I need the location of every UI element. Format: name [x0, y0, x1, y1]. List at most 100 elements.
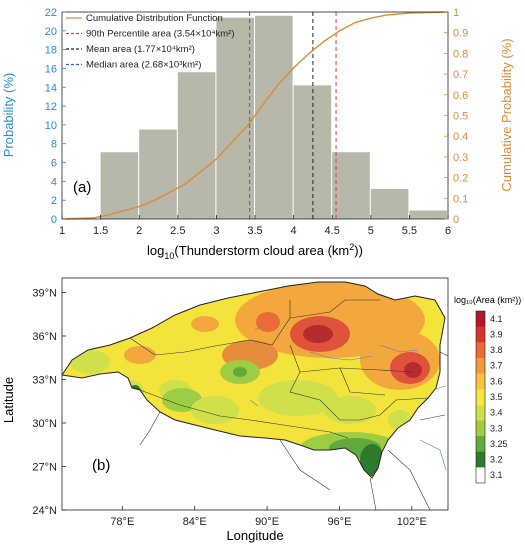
x-tick-label-6: 4 — [291, 225, 297, 237]
panel-label-b: (b) — [92, 457, 110, 474]
legend-label-0: Cumulative Distribution Function — [86, 13, 223, 24]
x-tick-label-4: 3 — [213, 225, 219, 237]
hotspot-small-3 — [191, 316, 219, 332]
y-tick-label-4: 8 — [51, 139, 57, 151]
colorbar-tick-0: 4.1 — [490, 314, 503, 324]
hotspot-small-1 — [256, 312, 280, 332]
legend-label-2: Mean area (1.77×10⁴km²) — [86, 44, 195, 55]
hotspot-small-4 — [124, 346, 156, 364]
colorbar-tick-10: 3.1 — [490, 470, 503, 480]
map-y-tick-label-2: 33°N — [32, 375, 57, 387]
legend-label-3: Median area (2.68×10³km²) — [86, 60, 201, 71]
hotspot-core-north — [303, 325, 333, 343]
green-zone-3 — [162, 388, 202, 412]
y-right-tick-label-7: 0.7 — [453, 69, 468, 81]
legend-a: Cumulative Distribution Function 90th Per… — [66, 13, 235, 71]
cdf-line — [61, 11, 449, 220]
y-right-tick-label-3: 0.3 — [453, 152, 468, 164]
x-tick-label-8: 5 — [368, 225, 374, 237]
y-right-tick-label-8: 0.8 — [453, 48, 468, 60]
y-tick-label-1: 2 — [51, 195, 57, 207]
colorbar-tick-2: 3.8 — [490, 345, 503, 355]
map-x-tick-label-2: 90°E — [255, 516, 279, 528]
bar-1 — [139, 129, 177, 219]
plot-frame-b — [61, 277, 449, 511]
map-x-tick-label-1: 84°E — [183, 516, 207, 528]
bar-6 — [332, 152, 370, 219]
y-right-tick-label-2: 0.2 — [453, 173, 468, 185]
colorbar-segment-3 — [476, 357, 485, 375]
panel-label-a: (a) — [73, 179, 91, 196]
colorbar-tick-1: 3.9 — [490, 329, 503, 339]
colorbar-segment-4 — [476, 373, 485, 390]
colorbar-segment-2 — [476, 342, 485, 359]
y-right-tick-label-6: 0.6 — [453, 90, 468, 102]
colorbar-tick-8: 3.25 — [490, 439, 508, 449]
green-zone-west — [70, 350, 110, 374]
y-right-tick-label-10: 1 — [453, 7, 459, 19]
y-right-tick-label-4: 0.4 — [453, 131, 468, 143]
colorbar-segment-10 — [476, 467, 485, 484]
colorbar-segment-6 — [476, 404, 485, 421]
colorbar-title: log₁₀(Area (km²)) — [454, 295, 521, 305]
colorbar: 4.1 3.9 3.8 3.7 3.6 3.5 3.4 3.3 3.25 3.2 3.1 — [475, 310, 508, 484]
legend-label-1: 90th Percentile area (3.54×10⁴km²) — [86, 29, 235, 40]
histogram-panel: 1 1.5 2 2.5 3 3.5 4 4.5 5 5.5 6 024681012141618202… — [1, 7, 514, 261]
bar-3 — [216, 17, 254, 220]
y-axis-label-left: Probability (%) — [1, 73, 16, 158]
map-y-tick-label-0: 39°N — [32, 288, 57, 300]
y-tick-label-10: 20 — [45, 26, 57, 38]
x-tick-label-5: 3.5 — [247, 225, 262, 237]
colorbar-frame — [475, 310, 486, 484]
x-tick-label-0: 1 — [59, 225, 65, 237]
y-tick-label-11: 22 — [45, 7, 57, 19]
y-axis-label-right: Cumulative Probability (%) — [499, 38, 514, 191]
green-core-1 — [233, 367, 247, 377]
bar-2 — [177, 72, 216, 219]
colorbar-tick-6: 3.4 — [490, 408, 503, 418]
y-axis-label-b: Latitude — [1, 377, 16, 423]
bar-7 — [370, 188, 409, 219]
y-tick-label-5: 10 — [45, 120, 57, 132]
y-tick-label-0: 0 — [51, 214, 57, 226]
colorbar-tick-5: 3.5 — [490, 392, 503, 402]
y-tick-label-7: 14 — [45, 82, 57, 94]
country-borders — [139, 351, 448, 510]
y-right-tick-label-9: 0.9 — [453, 28, 468, 40]
y-tick-label-3: 6 — [51, 158, 57, 170]
x-tick-label-1: 1.5 — [93, 225, 108, 237]
y-ticks-left: 0 2 4 6 8 10 12 14 16 18 20 22 — [45, 7, 66, 226]
y-right-tick-label-5: 0.5 — [453, 111, 468, 123]
x-ticks-b: 78°E 84°E 90°E 96°E 102°E — [110, 506, 427, 528]
x-tick-label-9: 5.5 — [402, 225, 417, 237]
plateau-outline — [62, 281, 446, 479]
plateau-heatmap — [62, 282, 445, 478]
province-borders — [129, 299, 429, 439]
bar-8 — [409, 210, 447, 219]
x-tick-label-7: 4.5 — [325, 225, 340, 237]
colorbar-segment-5 — [476, 389, 485, 406]
x-axis-label-b: Longitude — [226, 528, 283, 543]
colorbar-segment-9 — [476, 451, 485, 468]
map-x-tick-label-0: 78°E — [110, 516, 134, 528]
map-y-tick-label-3: 30°N — [32, 418, 57, 430]
colorbar-tick-4: 3.6 — [490, 376, 503, 386]
x-tick-label-3: 2.5 — [170, 225, 185, 237]
colorbar-tick-3: 3.7 — [490, 361, 503, 371]
x-ticks-a: 1 1.5 2 2.5 3 3.5 4 4.5 5 5.5 6 — [59, 215, 451, 237]
map-panel: 78°E 84°E 90°E 96°E 102°E 39°N 36°N 33°N 30°N 27… — [1, 277, 521, 543]
rivers-inside — [249, 325, 419, 407]
colorbar-tick-7: 3.3 — [490, 423, 503, 433]
y-ticks-right: 0 0.1 0.2 0.3 0.4 0.5 0.6 0.7 0.8 0.9 1 — [444, 7, 468, 226]
y-tick-label-2: 4 — [51, 176, 57, 188]
x-axis-label-a: log10(Thunderstorm cloud area (km2)) — [147, 242, 363, 261]
map-y-tick-label-5: 24°N — [32, 505, 57, 517]
colorbar-segment-7 — [476, 420, 485, 437]
map-y-tick-label-4: 27°N — [32, 462, 57, 474]
hotspot-core-east — [404, 362, 422, 378]
green-zone-6 — [258, 380, 338, 416]
x-tick-label-2: 2 — [136, 225, 142, 237]
map-y-tick-label-1: 36°N — [32, 331, 57, 343]
y-tick-label-6: 12 — [45, 101, 57, 113]
